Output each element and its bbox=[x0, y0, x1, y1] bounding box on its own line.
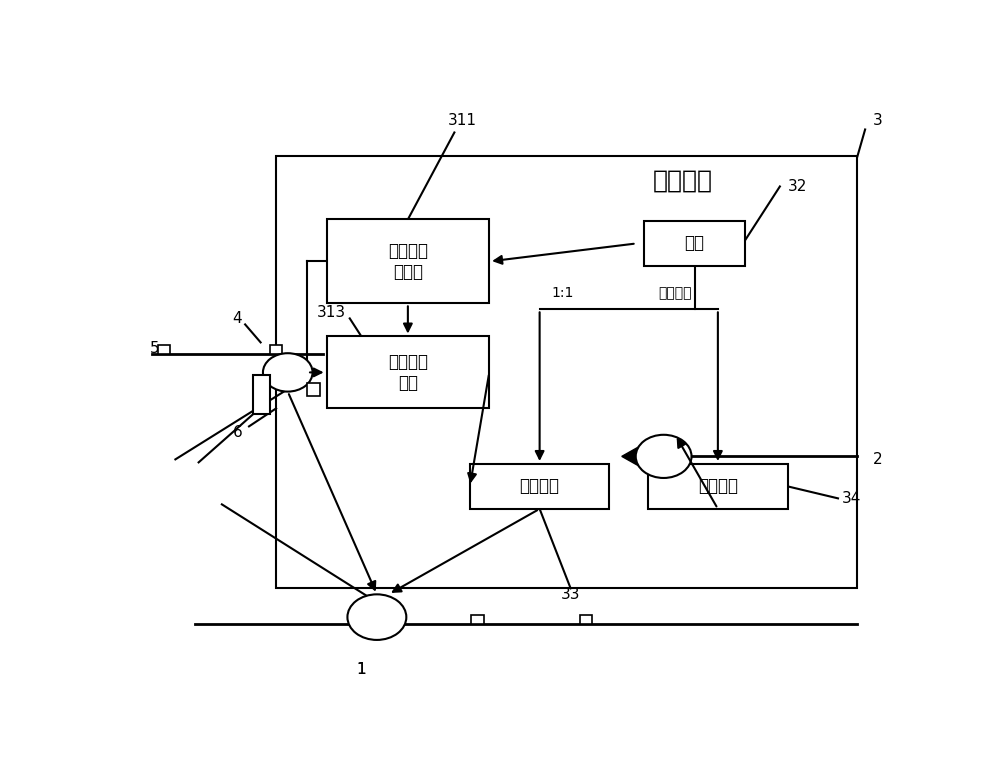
Text: 运动叠加
模块: 运动叠加 模块 bbox=[388, 353, 428, 392]
Bar bbox=[470, 464, 609, 509]
Text: 2: 2 bbox=[873, 452, 883, 467]
Circle shape bbox=[263, 353, 313, 392]
Text: 1: 1 bbox=[357, 662, 366, 677]
Text: 虚轴位置
锁存器: 虚轴位置 锁存器 bbox=[388, 242, 428, 281]
Bar bbox=[644, 221, 745, 266]
Text: 311: 311 bbox=[448, 113, 477, 128]
Circle shape bbox=[347, 594, 406, 640]
Bar bbox=[648, 464, 788, 509]
Text: 4: 4 bbox=[233, 311, 242, 326]
Text: 1:1: 1:1 bbox=[552, 287, 574, 301]
Text: 飞剪凸轮: 飞剪凸轮 bbox=[658, 287, 692, 301]
Text: 3: 3 bbox=[873, 113, 883, 128]
Text: 32: 32 bbox=[788, 179, 807, 194]
Bar bbox=[580, 615, 592, 624]
Bar bbox=[276, 157, 857, 588]
Text: 313: 313 bbox=[317, 305, 346, 320]
Text: 1: 1 bbox=[357, 662, 366, 677]
Text: 5: 5 bbox=[150, 341, 159, 356]
Text: 34: 34 bbox=[842, 491, 861, 506]
Bar bbox=[158, 345, 170, 354]
Bar bbox=[253, 375, 270, 414]
Text: 控制装置: 控制装置 bbox=[653, 168, 713, 192]
Text: 6: 6 bbox=[232, 425, 242, 440]
Text: 虚轴: 虚轴 bbox=[685, 234, 705, 252]
Bar bbox=[270, 345, 282, 354]
Text: 33: 33 bbox=[561, 587, 580, 602]
Text: 拉膜从轴: 拉膜从轴 bbox=[520, 478, 560, 495]
Circle shape bbox=[636, 435, 692, 478]
Bar bbox=[307, 383, 320, 397]
Bar bbox=[326, 220, 489, 304]
Bar bbox=[471, 615, 484, 624]
Polygon shape bbox=[622, 439, 652, 474]
Text: 切刀从轴: 切刀从轴 bbox=[698, 478, 738, 495]
Bar bbox=[326, 337, 489, 408]
